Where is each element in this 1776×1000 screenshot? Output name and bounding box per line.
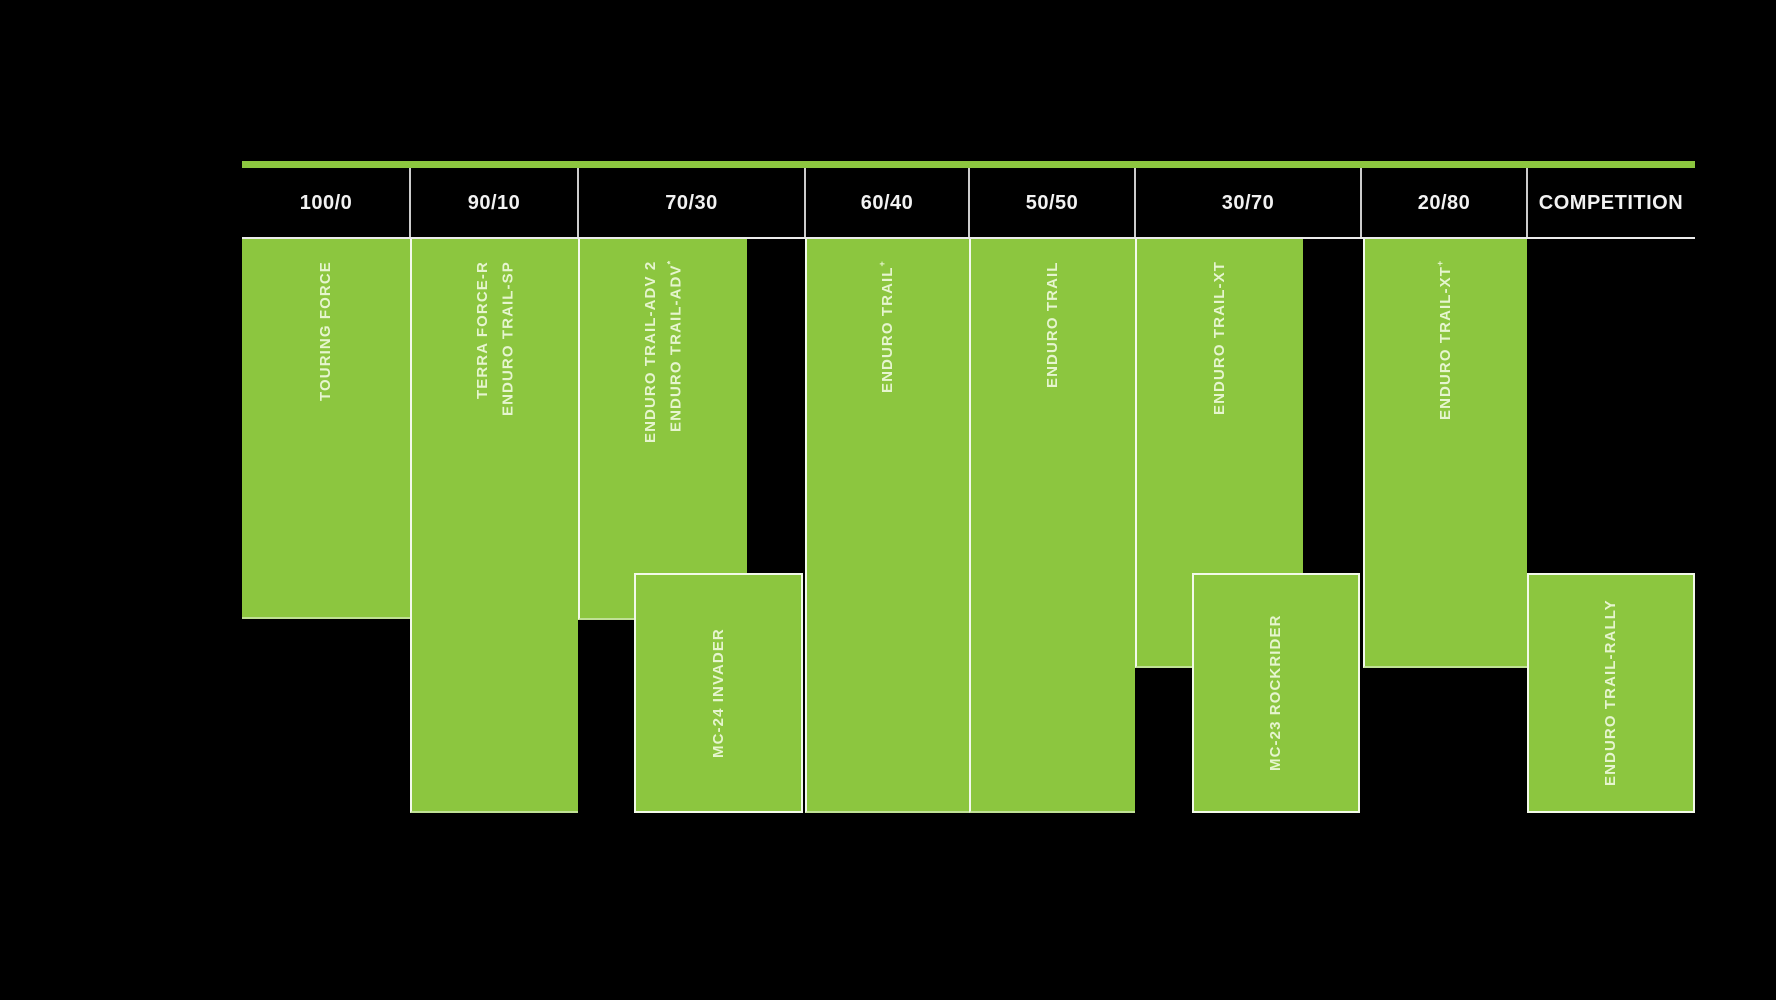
bar-label-line: ENDURO TRAIL-RALLY bbox=[1602, 599, 1620, 787]
bar-label-line: ENDURO TRAIL-ADV* bbox=[665, 261, 685, 433]
column-header-60-40: 60/40 bbox=[805, 170, 969, 237]
bar-label-line: ENDURO TRAIL+ bbox=[877, 261, 897, 393]
header-separator bbox=[577, 168, 579, 237]
header-separator bbox=[1526, 168, 1528, 237]
bar-label-line: MC-23 ROCKRIDER bbox=[1267, 614, 1285, 772]
bar-label-line: ENDURO TRAIL-ADV 2 bbox=[642, 261, 659, 444]
column-header-label: 50/50 bbox=[1025, 192, 1079, 214]
bar-label: ENDURO TRAIL-ADV 2 ENDURO TRAIL-ADV* bbox=[638, 239, 689, 618]
header-separator bbox=[409, 168, 411, 237]
superscript-plus: + bbox=[1435, 261, 1446, 267]
column-header-label: 70/30 bbox=[665, 192, 718, 214]
superscript-plus: + bbox=[877, 261, 888, 267]
bar-touring-force: TOURING FORCE bbox=[242, 239, 410, 619]
column-header-label: 20/80 bbox=[1417, 192, 1471, 214]
column-header-50-50: 50/50 bbox=[969, 170, 1135, 237]
bar-label: MC-24 INVADER bbox=[706, 575, 732, 811]
column-header-label: COMPETITION bbox=[1538, 192, 1684, 214]
column-header-30-70: 30/70 bbox=[1135, 170, 1361, 237]
footnote-mark: * bbox=[665, 261, 676, 265]
top-accent-line bbox=[242, 161, 1695, 168]
column-header-70-30: 70/30 bbox=[578, 170, 805, 237]
bar-enduro-trail-rally: ENDURO TRAIL-RALLY bbox=[1527, 573, 1695, 813]
column-header-100-0: 100/0 bbox=[242, 170, 410, 237]
bar-label: ENDURO TRAIL-XT+ bbox=[1433, 239, 1459, 666]
column-header-label: 30/70 bbox=[1221, 192, 1275, 214]
bar-label-line: ENDURO TRAIL-SP bbox=[499, 261, 516, 416]
column-header-competition: COMPETITION bbox=[1527, 170, 1695, 237]
bar-label: MC-23 ROCKRIDER bbox=[1263, 575, 1289, 811]
column-header-90-10: 90/10 bbox=[410, 170, 578, 237]
header-separator bbox=[804, 168, 806, 237]
column-header-label: 90/10 bbox=[467, 192, 521, 214]
bar-label: TOURING FORCE bbox=[313, 239, 339, 617]
bar-mc-23-rockrider: MC-23 ROCKRIDER bbox=[1192, 573, 1360, 813]
bar-label-line: ENDURO TRAIL bbox=[1044, 261, 1062, 388]
bar-label: ENDURO TRAIL+ bbox=[875, 239, 901, 811]
bar-enduro-trail-plus: ENDURO TRAIL+ bbox=[805, 239, 969, 813]
bar-label: TERRA FORCE-R ENDURO TRAIL-SP bbox=[470, 239, 521, 811]
bar-label: ENDURO TRAIL bbox=[1040, 239, 1066, 811]
header-underline bbox=[242, 237, 1695, 239]
column-header-label: 100/0 bbox=[299, 192, 353, 214]
bar-mc-24-invader: MC-24 INVADER bbox=[634, 573, 803, 813]
bar-label-line: ENDURO TRAIL-XT+ bbox=[1435, 261, 1455, 421]
header-separator bbox=[1134, 168, 1136, 237]
bar-label-line: MC-24 INVADER bbox=[709, 628, 727, 758]
bar-terra-force-r-enduro-trail-sp: TERRA FORCE-R ENDURO TRAIL-SP bbox=[410, 239, 578, 813]
bar-enduro-trail: ENDURO TRAIL bbox=[969, 239, 1135, 813]
bar-enduro-trail-adv: ENDURO TRAIL-ADV 2 ENDURO TRAIL-ADV* bbox=[578, 239, 747, 620]
header-separator bbox=[968, 168, 970, 237]
bar-label-line: TERRA FORCE-R bbox=[473, 261, 491, 399]
bar-label-line: TOURING FORCE bbox=[317, 261, 335, 401]
header-separator bbox=[1360, 168, 1362, 237]
column-header-20-80: 20/80 bbox=[1361, 170, 1527, 237]
bar-label: ENDURO TRAIL-RALLY bbox=[1598, 575, 1624, 811]
bar-enduro-trail-xt-plus: ENDURO TRAIL-XT+ bbox=[1363, 239, 1527, 668]
column-header-label: 60/40 bbox=[860, 192, 914, 214]
